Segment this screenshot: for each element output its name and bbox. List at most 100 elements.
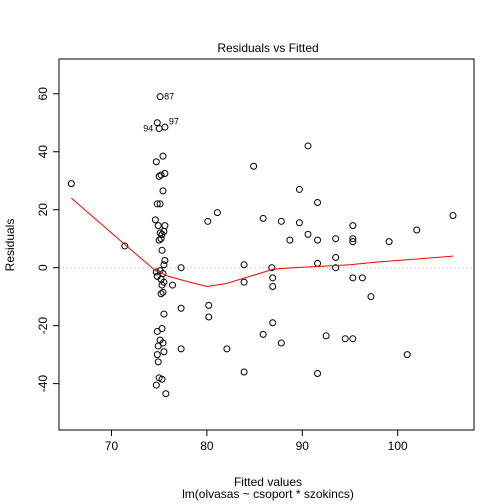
data-point: [413, 226, 421, 234]
x-tick-label: 90: [296, 439, 310, 453]
data-point: [153, 351, 161, 359]
data-point: [67, 180, 75, 188]
data-point: [358, 274, 366, 282]
data-point: [332, 235, 340, 243]
data-point: [259, 214, 267, 222]
data-point: [155, 172, 163, 180]
point-label: 97: [169, 116, 179, 126]
y-axis-title: Residuals: [3, 219, 17, 272]
data-point: [349, 335, 357, 343]
data-point: [204, 217, 212, 225]
data-point: [161, 169, 169, 177]
data-point: [322, 332, 330, 340]
data-point: [159, 152, 167, 160]
data-point: [349, 238, 357, 246]
data-point: [153, 119, 161, 127]
x-tick-label: 100: [388, 439, 408, 453]
data-point: [157, 290, 165, 298]
data-point: [159, 269, 167, 277]
data-point: [177, 304, 185, 312]
data-point: [205, 313, 213, 321]
data-point: [160, 261, 168, 269]
data-point: [177, 264, 185, 272]
y-tick-label: -40: [36, 375, 50, 393]
y-tick-label: 60: [36, 87, 50, 101]
point-labels-layer: 87 97 94: [143, 92, 179, 134]
data-point: [159, 339, 167, 347]
data-point: [169, 281, 177, 289]
data-point: [385, 238, 393, 246]
data-point: [156, 200, 164, 208]
data-point: [205, 301, 213, 309]
data-point: [154, 358, 162, 366]
data-point: [286, 236, 294, 244]
y-tick-label: 20: [36, 203, 50, 217]
data-point: [159, 187, 167, 195]
data-point: [349, 274, 357, 282]
data-point: [304, 142, 312, 150]
data-point: [314, 259, 322, 267]
model-formula-subtitle: lm(olvasas ~ csoport * szokincs): [182, 487, 354, 501]
data-point: [341, 335, 349, 343]
data-point: [277, 339, 285, 347]
x-axis: 70 80 90 100: [105, 430, 408, 453]
data-point: [121, 242, 129, 250]
data-point: [223, 345, 231, 353]
data-point: [349, 222, 357, 230]
data-point: [152, 158, 160, 166]
chart-title: Residuals vs Fitted: [217, 41, 318, 55]
data-point: [159, 288, 167, 296]
data-point: [314, 198, 322, 206]
data-point: [156, 93, 164, 101]
data-point: [240, 261, 248, 269]
data-point: [177, 345, 185, 353]
data-point: [161, 123, 169, 131]
smoother-line: [71, 197, 454, 288]
data-point: [240, 368, 248, 376]
data-point: [449, 212, 457, 220]
x-tick-label: 80: [200, 439, 214, 453]
data-point: [161, 256, 169, 264]
data-point: [332, 254, 340, 262]
data-point: [155, 236, 163, 244]
data-point: [157, 171, 165, 179]
data-point: [158, 375, 166, 383]
data-point: [158, 246, 166, 254]
x-axis-title: Fitted values: [234, 475, 302, 489]
plot-frame: [58, 58, 475, 431]
data-point: [250, 162, 258, 170]
data-point: [240, 278, 248, 286]
x-tick-label: 70: [105, 439, 119, 453]
y-axis: -40 -20 0 20 40 60: [36, 87, 59, 393]
data-point: [155, 125, 163, 133]
data-point: [314, 369, 322, 377]
data-point: [151, 216, 159, 224]
points-layer: [67, 93, 457, 398]
point-label: 87: [164, 92, 174, 102]
y-tick-label: 0: [36, 264, 50, 271]
data-point: [157, 235, 165, 243]
y-tick-label: 40: [36, 145, 50, 159]
data-point: [367, 293, 375, 301]
data-point: [158, 325, 166, 333]
data-point: [268, 264, 276, 272]
data-point: [153, 200, 161, 208]
data-point: [156, 229, 164, 237]
data-point: [160, 310, 168, 318]
data-point: [162, 390, 170, 398]
data-point: [295, 219, 303, 227]
data-point: [160, 278, 168, 286]
data-point: [269, 319, 277, 327]
data-point: [304, 230, 312, 238]
data-point: [269, 283, 277, 291]
data-point: [160, 348, 168, 356]
data-point: [314, 236, 322, 244]
data-point: [349, 235, 357, 243]
data-point: [277, 217, 285, 225]
data-point: [154, 222, 162, 230]
y-tick-label: -20: [36, 317, 50, 335]
data-point: [152, 381, 160, 389]
data-point: [213, 209, 221, 217]
data-point: [403, 351, 411, 359]
